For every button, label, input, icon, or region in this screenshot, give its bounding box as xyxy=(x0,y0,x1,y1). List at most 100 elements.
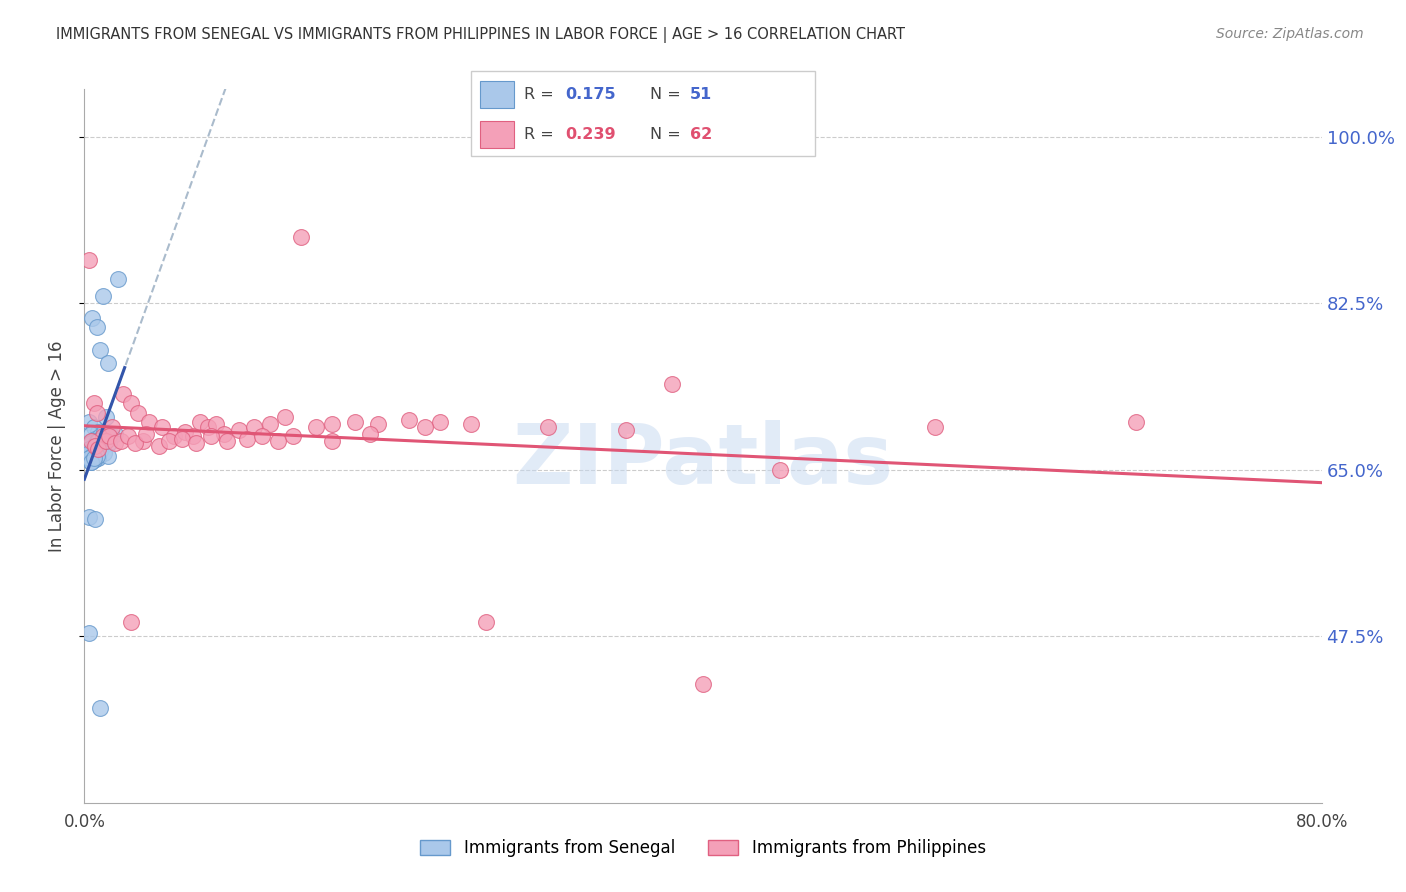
Point xyxy=(77,439,100,453)
Text: 0.239: 0.239 xyxy=(565,127,616,142)
Point xyxy=(79,455,101,469)
Point xyxy=(135,426,157,441)
Text: 0.175: 0.175 xyxy=(565,87,616,102)
Point xyxy=(252,429,274,443)
Point xyxy=(117,429,139,443)
Text: R =: R = xyxy=(524,87,560,102)
Text: 62: 62 xyxy=(690,127,711,142)
Point xyxy=(82,434,104,449)
Point xyxy=(79,434,101,449)
Point xyxy=(84,433,107,447)
Point xyxy=(79,426,101,441)
Point xyxy=(132,434,155,449)
Point xyxy=(398,413,420,427)
Point xyxy=(82,453,104,467)
Point xyxy=(84,512,107,526)
Point xyxy=(205,417,228,431)
Point xyxy=(429,415,451,429)
Point xyxy=(110,434,132,449)
Bar xyxy=(479,120,515,147)
Point xyxy=(93,425,115,439)
Point xyxy=(321,434,343,449)
Point xyxy=(87,434,110,449)
Point xyxy=(86,320,108,334)
Point xyxy=(120,615,142,629)
Point xyxy=(94,410,117,425)
Point xyxy=(181,429,204,443)
Point xyxy=(97,356,120,370)
Point xyxy=(86,406,108,420)
Point xyxy=(321,417,343,431)
Point xyxy=(360,426,382,441)
Point xyxy=(83,451,105,466)
Point xyxy=(89,343,111,357)
Point xyxy=(82,443,104,458)
Point xyxy=(77,626,100,640)
Point xyxy=(769,463,792,477)
Point xyxy=(83,449,105,463)
Point xyxy=(77,415,100,429)
Point xyxy=(79,436,101,450)
Point xyxy=(84,445,107,459)
Point xyxy=(236,433,259,447)
Point xyxy=(200,429,222,443)
Point xyxy=(90,442,112,456)
Point xyxy=(159,434,181,449)
Point xyxy=(91,439,114,453)
Point xyxy=(86,434,108,449)
Point xyxy=(367,417,389,431)
Point xyxy=(243,420,266,434)
Point xyxy=(87,442,110,456)
Point xyxy=(87,451,110,466)
Text: IMMIGRANTS FROM SENEGAL VS IMMIGRANTS FROM PHILIPPINES IN LABOR FORCE | AGE > 16: IMMIGRANTS FROM SENEGAL VS IMMIGRANTS FR… xyxy=(56,27,905,43)
Point xyxy=(84,439,107,453)
Point xyxy=(91,288,114,302)
Point xyxy=(77,451,100,466)
Point xyxy=(83,396,105,410)
Point xyxy=(215,434,238,449)
Point xyxy=(138,415,160,429)
Point xyxy=(79,449,101,463)
Point xyxy=(89,429,111,443)
Point xyxy=(305,420,328,434)
Point xyxy=(82,449,104,463)
Point xyxy=(91,429,114,443)
Point xyxy=(77,445,100,459)
Point xyxy=(148,439,170,453)
Point xyxy=(86,451,108,466)
Point xyxy=(97,449,120,463)
Bar xyxy=(479,80,515,108)
Text: N =: N = xyxy=(650,127,686,142)
Point xyxy=(104,436,127,450)
Point xyxy=(120,396,142,410)
Point xyxy=(93,445,115,459)
Point xyxy=(661,377,683,392)
Point xyxy=(1125,415,1147,429)
Point xyxy=(107,272,129,286)
Point xyxy=(87,425,110,439)
Point xyxy=(101,429,124,443)
Point xyxy=(77,442,100,456)
Point xyxy=(82,310,104,325)
Point xyxy=(98,429,121,443)
Point xyxy=(163,429,186,443)
Text: ZIPatlas: ZIPatlas xyxy=(513,420,893,500)
Point xyxy=(413,420,436,434)
Point xyxy=(228,423,250,437)
Point xyxy=(98,436,121,450)
Point xyxy=(97,433,120,447)
Point xyxy=(614,423,637,437)
Point xyxy=(150,420,173,434)
Point xyxy=(79,455,101,469)
Text: 51: 51 xyxy=(690,87,711,102)
Point xyxy=(89,700,111,714)
Text: Source: ZipAtlas.com: Source: ZipAtlas.com xyxy=(1216,27,1364,41)
Point xyxy=(112,386,135,401)
Point xyxy=(83,439,105,453)
Text: N =: N = xyxy=(650,87,686,102)
Point xyxy=(259,417,281,431)
Point xyxy=(124,436,146,450)
Point xyxy=(94,434,117,449)
Point xyxy=(344,415,367,429)
Point xyxy=(77,253,100,268)
